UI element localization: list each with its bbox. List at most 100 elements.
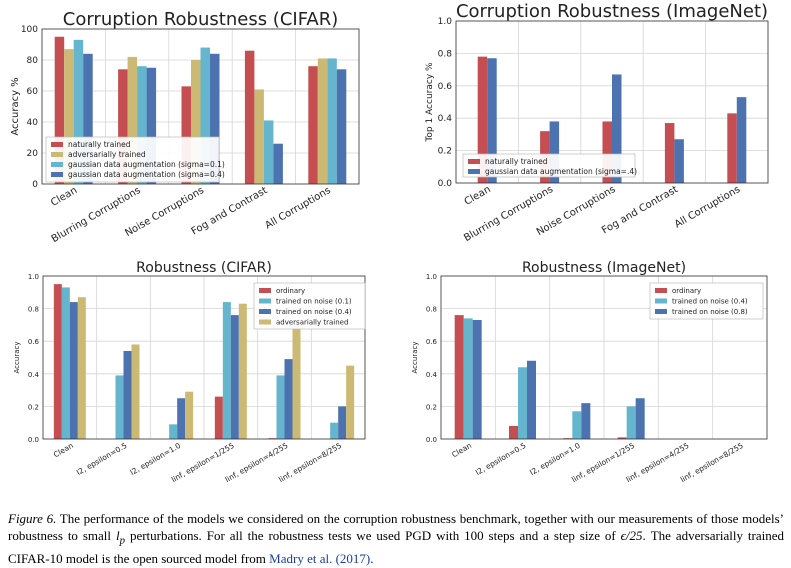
bar-blue xyxy=(273,143,283,184)
legend-box xyxy=(253,282,366,330)
bar-blue xyxy=(284,359,293,439)
y-tick-label: 100 xyxy=(21,25,38,35)
legend-swatch xyxy=(259,309,271,314)
y-tick-label: 80 xyxy=(27,56,39,66)
legend-label: trained on noise (0.1) xyxy=(276,298,352,306)
bar-gold xyxy=(191,60,201,184)
x-category-label: Clean xyxy=(52,441,75,460)
bar-blue xyxy=(146,67,157,184)
legend-swatch xyxy=(655,288,667,293)
bar-red xyxy=(664,123,675,183)
chart-title: Robustness (CIFAR) xyxy=(136,260,272,276)
legend-label: trained on noise (0.4) xyxy=(276,308,352,316)
bar-red xyxy=(244,50,255,185)
y-tick-label: 40 xyxy=(27,118,39,128)
legend-label: naturally trained xyxy=(68,140,131,149)
y-tick-label: 0.8 xyxy=(426,306,437,314)
caption-text-3: . The adversarially trained CIFAR-10 mod… xyxy=(8,528,785,566)
bar-blue xyxy=(674,139,684,183)
x-category-label: l2, epsilon=0.5 xyxy=(75,441,129,477)
bar-red xyxy=(602,121,612,183)
caption-lp-subscript: p xyxy=(119,534,126,547)
bar-blue xyxy=(338,406,347,439)
y-tick-label: 1.0 xyxy=(438,17,453,27)
bar-red xyxy=(477,56,488,183)
legend-label: adversarially trained xyxy=(276,319,348,327)
bar-red xyxy=(454,315,464,439)
bar-gold xyxy=(238,303,247,439)
legend-swatch xyxy=(468,159,480,164)
plot-frame xyxy=(42,275,366,440)
legend-swatch xyxy=(468,169,480,174)
plot-frame xyxy=(440,275,768,440)
y-tick-label: 0.4 xyxy=(438,114,453,124)
bar-cyan xyxy=(626,406,636,439)
bar-gold xyxy=(346,365,355,439)
chart-title: Corruption Robustness (CIFAR) xyxy=(63,9,338,30)
bar-gold xyxy=(127,56,138,184)
bar-red xyxy=(563,438,573,439)
bar-cyan xyxy=(115,375,124,439)
y-tick-label: 0.6 xyxy=(426,338,438,346)
bar-cyan xyxy=(61,287,70,439)
y-tick-label: 0.4 xyxy=(426,371,438,379)
legend-swatch xyxy=(259,298,271,304)
caption-label: Figure 6. xyxy=(8,511,57,526)
bar-blue xyxy=(336,69,347,184)
bar-red xyxy=(54,36,65,184)
legend-swatch xyxy=(51,172,63,177)
x-category-label: l2, epsilon=0.5 xyxy=(474,441,528,477)
bar-blue xyxy=(487,58,497,184)
y-axis-label: Accuracy xyxy=(13,342,21,374)
x-category-label: l2, epsilon=1.0 xyxy=(528,441,582,477)
bar-blue xyxy=(549,121,560,183)
caption-lp-symbol: l xyxy=(115,528,120,543)
bar-red xyxy=(617,437,627,439)
bar-blue xyxy=(123,350,132,439)
legend-label: naturally trained xyxy=(485,157,548,166)
y-tick-label: 1.0 xyxy=(426,273,437,281)
y-tick-label: 0.6 xyxy=(28,338,40,346)
bar-gold xyxy=(317,58,328,185)
y-tick-label: 0.8 xyxy=(438,49,453,59)
plot-frame xyxy=(455,20,769,184)
bar-blue xyxy=(736,97,747,183)
citation-link[interactable]: Madry et al. (2017) xyxy=(269,550,371,566)
legend-label: trained on noise (0.8) xyxy=(672,308,748,316)
bar-cyan xyxy=(73,39,84,184)
x-category-label: All Corruptions xyxy=(263,185,332,231)
chart-4: 0.0 0.2 0.4 0.6 0.8 1.0 Clean l2, epsilon=0.5 l2… xyxy=(411,260,768,484)
bar-gold xyxy=(131,344,140,439)
legend-swatch xyxy=(655,298,667,304)
legend-label: trained on noise (0.4) xyxy=(672,298,748,306)
legend-box xyxy=(462,153,636,178)
chart-title: Robustness (ImageNet) xyxy=(522,260,686,276)
y-axis-label: Top 1 Accuracy % xyxy=(425,62,435,143)
bar-red xyxy=(181,86,191,184)
bar-blue xyxy=(472,320,482,439)
y-tick-label: 0.4 xyxy=(28,371,40,379)
bar-red xyxy=(308,66,318,184)
bar-blue xyxy=(83,53,93,184)
bar-gold xyxy=(185,391,194,439)
y-tick-label: 20 xyxy=(27,149,39,159)
y-tick-label: 0.2 xyxy=(426,403,437,411)
legend-label: gaussian data augmentation (sigma=.4) xyxy=(485,167,637,176)
bar-blue xyxy=(210,53,220,184)
bar-red xyxy=(268,438,277,439)
bar-cyan xyxy=(276,375,285,439)
legend-label: ordinary xyxy=(672,287,701,295)
bar-gold xyxy=(64,49,74,185)
bar-red xyxy=(118,69,128,184)
bar-cyan xyxy=(572,411,582,439)
y-tick-label: 1.0 xyxy=(28,273,39,281)
legend-swatch xyxy=(655,309,667,314)
bar-red xyxy=(727,113,737,183)
chart-3: 0.0 0.2 0.4 0.6 0.8 1.0 Clean l2, epsilon=0.5 l2… xyxy=(13,260,366,484)
caption-text-4: . xyxy=(370,550,374,566)
bar-cyan xyxy=(327,58,337,185)
x-category-label: All Corruptions xyxy=(673,184,742,230)
y-tick-label: 60 xyxy=(27,87,39,97)
